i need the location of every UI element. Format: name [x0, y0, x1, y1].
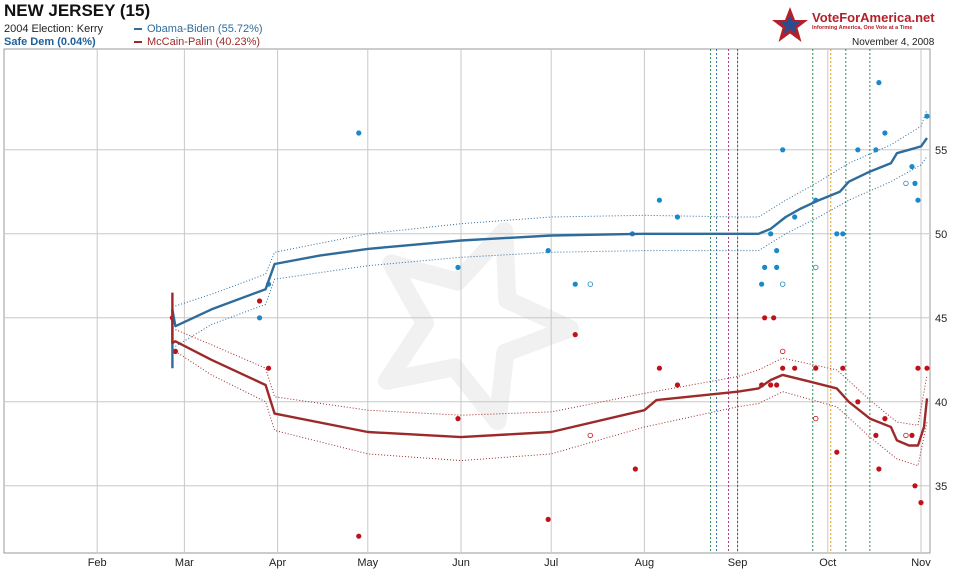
obama-poll-point-open — [903, 180, 909, 187]
obama-poll-point — [768, 231, 774, 237]
mccain-poll-point — [840, 365, 846, 371]
obama-poll-point — [915, 197, 921, 203]
obama-poll-point — [909, 164, 915, 170]
mccain-poll-point — [265, 365, 272, 371]
x-tick-label: Oct — [819, 557, 836, 569]
obama-poll-point — [674, 214, 681, 220]
voteforamerica-logo[interactable]: VoteForAmerica.net Informing America, On… — [770, 5, 940, 45]
mccain-poll-point-open — [813, 415, 819, 422]
star-logo-icon — [772, 7, 808, 42]
mccain-poll-point-open — [587, 432, 593, 439]
x-tick-label: Nov — [911, 557, 931, 569]
mccain-poll-point — [780, 365, 786, 371]
mccain-poll-point — [909, 432, 915, 438]
x-tick-label: May — [357, 557, 378, 569]
obama-poll-point — [545, 248, 551, 254]
obama-poll-point — [455, 264, 461, 270]
obama-poll-point — [774, 248, 780, 254]
obama-poll-point — [912, 180, 918, 186]
mccain-poll-point — [455, 416, 461, 422]
x-tick-label: Jun — [452, 557, 470, 569]
obama-trend-line — [171, 137, 928, 369]
obama-poll-point — [855, 147, 861, 153]
mccain-poll-point — [572, 332, 578, 338]
x-tick-label: Sep — [728, 557, 748, 569]
mccain-poll-point — [674, 382, 681, 388]
obama-poll-point — [840, 231, 846, 237]
mccain-poll-point — [768, 382, 774, 388]
mccain-poll-point — [855, 399, 861, 405]
mccain-poll-point — [545, 516, 551, 523]
mccain-poll-point — [813, 365, 819, 371]
mccain-poll-point — [172, 348, 178, 354]
legend-mccain-label: McCain-Palin (40.23%) — [147, 36, 261, 48]
obama-poll-point — [882, 130, 888, 136]
x-tick-label: Mar — [175, 557, 194, 569]
legend-obama-label: Obama-Biden (55.72%) — [147, 23, 263, 35]
x-tick-label: Apr — [269, 557, 286, 569]
mccain-poll-point — [656, 365, 663, 371]
mccain-poll-point — [873, 432, 879, 438]
x-tick-label: Feb — [88, 557, 107, 569]
legend-obama-swatch — [134, 28, 142, 31]
mccain-poll-point — [915, 365, 921, 371]
logo-tagline: Informing America, One Vote at a Time — [812, 25, 913, 31]
obama-poll-point — [759, 281, 765, 287]
obama-poll-point-open — [779, 281, 786, 287]
obama-poll-point — [834, 231, 840, 237]
obama-poll-point — [774, 264, 780, 270]
y-tick-label: 35 — [935, 481, 947, 493]
rating-label: Safe Dem (0.04%) — [4, 36, 96, 48]
mccain-poll-point — [792, 365, 798, 371]
logo-name: VoteForAmerica.net — [812, 10, 935, 25]
y-tick-label: 45 — [935, 313, 947, 325]
mccain-poll-point — [918, 500, 924, 506]
y-tick-label: 55 — [935, 145, 947, 157]
obama-band-lower — [175, 156, 928, 347]
mccain-band-lower — [175, 350, 928, 467]
mccain-poll-point — [876, 466, 882, 472]
election-2004-label: 2004 Election: Kerry — [4, 23, 104, 35]
mccain-poll-point — [256, 298, 263, 304]
mccain-poll-point — [924, 365, 930, 371]
obama-poll-point-open — [813, 264, 819, 271]
x-tick-label: Jul — [544, 557, 558, 569]
mccain-poll-point — [762, 315, 768, 321]
mccain-poll-point — [771, 315, 777, 321]
obama-poll-point — [924, 113, 930, 119]
mccain-trend-line — [171, 292, 929, 447]
date-label: November 4, 2008 — [852, 37, 935, 48]
obama-poll-point — [762, 264, 768, 270]
obama-poll-point — [780, 147, 786, 153]
mccain-poll-point-open — [903, 432, 909, 439]
obama-poll-point-open — [587, 281, 593, 287]
obama-poll-point — [572, 281, 578, 287]
mccain-poll-point — [912, 483, 918, 489]
page-title: NEW JERSEY (15) — [4, 1, 151, 20]
obama-poll-point — [656, 197, 663, 203]
mccain-poll-point — [834, 449, 840, 455]
x-tick-label: Aug — [635, 557, 655, 569]
mccain-poll-point — [774, 382, 780, 388]
obama-poll-point — [256, 315, 263, 321]
mccain-poll-point-open — [779, 348, 786, 355]
obama-poll-point — [873, 147, 879, 153]
legend-obama: Obama-Biden (55.72%) — [134, 23, 263, 35]
watermark-star-icon — [378, 222, 579, 431]
obama-poll-point — [792, 214, 798, 220]
mccain-poll-point — [356, 533, 362, 539]
legend-mccain-swatch — [134, 41, 142, 44]
obama-poll-point — [876, 80, 882, 86]
legend-mccain: McCain-Palin (40.23%) — [134, 36, 260, 48]
mccain-poll-point — [882, 416, 888, 422]
mccain-poll-point — [632, 466, 638, 472]
plot-area — [3, 48, 931, 554]
y-tick-label: 50 — [935, 229, 947, 241]
obama-poll-point — [356, 130, 362, 136]
mccain-band-upper — [175, 329, 928, 426]
y-tick-label: 40 — [935, 397, 947, 409]
